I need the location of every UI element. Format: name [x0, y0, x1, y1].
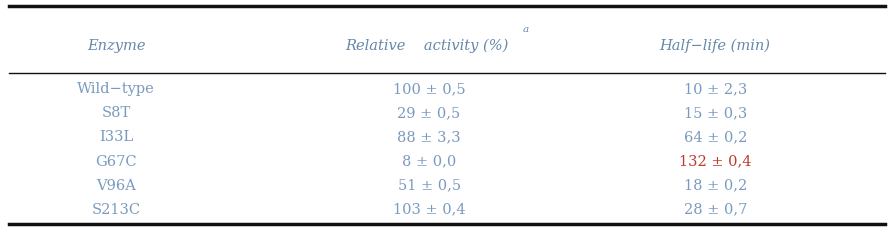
Text: 100 ± 0,5: 100 ± 0,5	[392, 82, 466, 96]
Text: Half−life (min): Half−life (min)	[660, 39, 771, 53]
Text: 29 ± 0,5: 29 ± 0,5	[398, 106, 460, 120]
Text: Relative    activity (%): Relative activity (%)	[345, 39, 513, 53]
Text: I33L: I33L	[99, 130, 133, 144]
Text: 18 ± 0,2: 18 ± 0,2	[684, 178, 746, 192]
Text: 88 ± 3,3: 88 ± 3,3	[397, 130, 461, 144]
Text: 10 ± 2,3: 10 ± 2,3	[684, 82, 746, 96]
Text: 28 ± 0,7: 28 ± 0,7	[684, 202, 746, 216]
Text: S213C: S213C	[92, 202, 140, 216]
Text: a: a	[523, 25, 528, 34]
Text: 8 ± 0,0: 8 ± 0,0	[402, 154, 456, 168]
Text: 51 ± 0,5: 51 ± 0,5	[398, 178, 460, 192]
Text: 103 ± 0,4: 103 ± 0,4	[392, 202, 466, 216]
Text: 15 ± 0,3: 15 ± 0,3	[684, 106, 746, 120]
Text: G67C: G67C	[96, 154, 137, 168]
Text: Enzyme: Enzyme	[87, 39, 146, 53]
Text: S8T: S8T	[102, 106, 131, 120]
Text: 64 ± 0,2: 64 ± 0,2	[684, 130, 746, 144]
Text: Wild−type: Wild−type	[78, 82, 155, 96]
Text: V96A: V96A	[97, 178, 136, 192]
Text: 132 ± 0,4: 132 ± 0,4	[679, 154, 752, 168]
